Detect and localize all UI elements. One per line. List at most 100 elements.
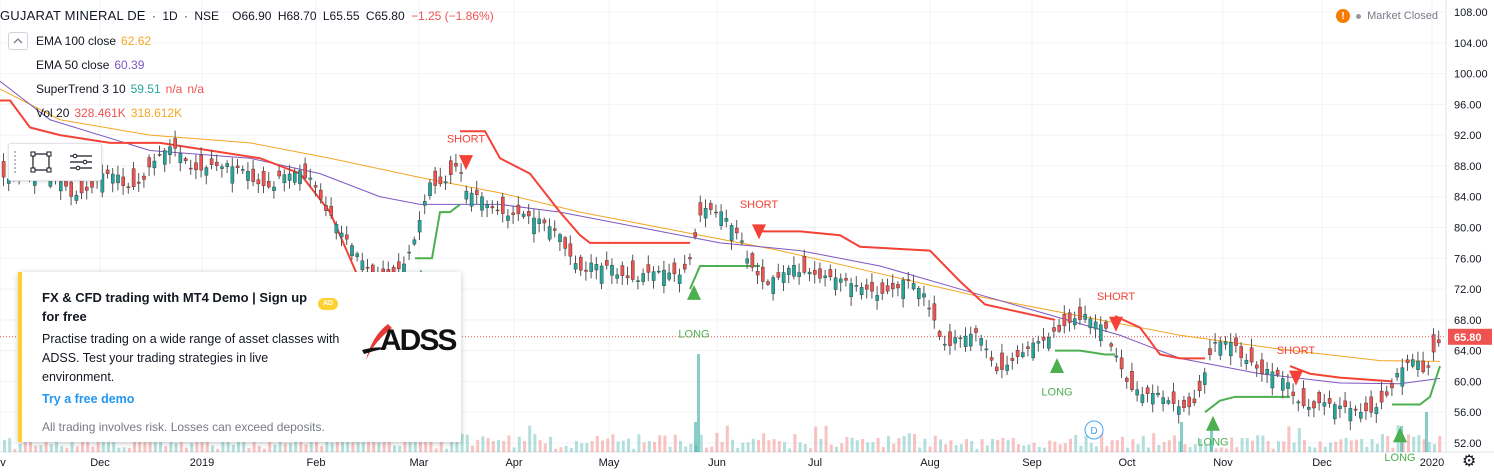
dividend-marker[interactable] bbox=[1084, 420, 1104, 440]
adss-logo[interactable]: ADSS bbox=[358, 320, 457, 364]
candle-body bbox=[714, 211, 718, 214]
volume-bar bbox=[1100, 432, 1104, 452]
candle-body bbox=[162, 150, 167, 165]
rectangle-tool-button[interactable] bbox=[27, 148, 55, 176]
low-value: 65.55 bbox=[329, 9, 360, 23]
volume-bar bbox=[1011, 437, 1015, 452]
candle-body bbox=[828, 269, 833, 278]
candle-body bbox=[646, 264, 651, 273]
timeframe[interactable]: 1D bbox=[162, 9, 178, 23]
volume-bar bbox=[1329, 442, 1332, 452]
last-price-tag bbox=[1448, 328, 1492, 345]
ema50-name: EMA 50 close bbox=[36, 58, 110, 72]
candle-body bbox=[943, 343, 947, 346]
candle-body bbox=[142, 175, 146, 180]
ad-banner[interactable]: FX & CFD trading with MT4 Demo | Sign up… bbox=[18, 272, 461, 442]
long-signal-arrow bbox=[1393, 427, 1407, 443]
drag-handle-icon[interactable] bbox=[13, 150, 17, 174]
volume-bar bbox=[221, 440, 225, 452]
candle-body bbox=[740, 240, 744, 243]
ad-cta-link[interactable]: Try a free demo bbox=[42, 392, 135, 406]
market-status-text: Market Closed bbox=[1367, 10, 1438, 22]
volume-bar bbox=[757, 439, 760, 452]
candle-body bbox=[589, 262, 593, 272]
volume-bar bbox=[819, 438, 823, 452]
candle-body bbox=[1286, 382, 1290, 389]
candle-body bbox=[313, 185, 318, 188]
candle-body bbox=[1400, 367, 1405, 387]
candle-body bbox=[781, 272, 786, 283]
symbol-name[interactable]: GUJARAT MINERAL DE bbox=[0, 8, 146, 23]
volume-bar bbox=[200, 435, 204, 452]
market-status[interactable]: ! Market Closed bbox=[1336, 9, 1438, 23]
candle-body bbox=[823, 275, 827, 278]
rectangle-tool-icon bbox=[30, 151, 52, 173]
ad-title[interactable]: FX & CFD trading with MT4 Demo | Sign up… bbox=[42, 290, 308, 324]
ema50-value: 60.39 bbox=[114, 58, 145, 72]
legend-supertrend[interactable]: SuperTrend 3 10 59.51 n/a n/a bbox=[36, 82, 204, 96]
candle-body bbox=[136, 181, 141, 184]
volume-bar bbox=[517, 436, 521, 452]
volume-bar bbox=[429, 437, 433, 452]
volume-bar bbox=[1282, 441, 1286, 452]
volume-bar bbox=[855, 440, 859, 452]
volume-bar bbox=[205, 437, 209, 452]
volume-bar bbox=[949, 440, 953, 452]
volume-bar bbox=[1318, 441, 1322, 452]
volume-bar bbox=[850, 437, 854, 452]
volume-bar bbox=[751, 438, 755, 452]
volume-bar bbox=[913, 434, 916, 452]
volume-bar bbox=[991, 438, 994, 452]
short-signal-label: SHORT bbox=[1277, 345, 1316, 357]
volume-bar bbox=[892, 443, 896, 452]
volume-bar bbox=[476, 439, 480, 452]
volume-bar bbox=[294, 442, 298, 452]
volume-bar bbox=[465, 434, 469, 452]
candle-body bbox=[605, 260, 609, 266]
volume-bar bbox=[902, 436, 906, 452]
time-axis-label: Dec bbox=[90, 457, 110, 469]
volume-bar bbox=[1058, 444, 1062, 452]
volume-bar bbox=[887, 435, 890, 452]
volume-bar bbox=[491, 441, 495, 452]
volume-bar bbox=[419, 438, 422, 452]
volume-bar bbox=[1053, 441, 1057, 452]
candle-body bbox=[1306, 406, 1311, 410]
candle-body bbox=[532, 217, 536, 235]
volume-bar bbox=[523, 440, 526, 452]
collapse-legend-button[interactable] bbox=[8, 32, 28, 50]
legend-volume[interactable]: Vol 20 328.461K 318.612K bbox=[36, 106, 182, 120]
candle-body bbox=[885, 285, 890, 292]
volume-bar bbox=[393, 445, 396, 452]
legend-ema50[interactable]: EMA 50 close 60.39 bbox=[36, 58, 144, 72]
volume-bar bbox=[257, 445, 261, 452]
warning-icon[interactable]: ! bbox=[1336, 9, 1351, 23]
volume-bar bbox=[299, 434, 303, 452]
candle-body bbox=[937, 331, 942, 337]
supertrend-bull-segment bbox=[415, 203, 461, 260]
candle-body bbox=[594, 263, 599, 271]
volume-bar bbox=[835, 446, 838, 452]
header-separator: · bbox=[184, 9, 189, 23]
candle-body bbox=[1176, 406, 1181, 415]
volume-bar bbox=[179, 433, 183, 452]
volume-bar bbox=[320, 446, 324, 452]
candle-body bbox=[261, 171, 266, 186]
candle-body bbox=[1005, 364, 1009, 371]
candle-body bbox=[298, 170, 302, 185]
line-menu-button[interactable] bbox=[67, 148, 95, 176]
volume-bar bbox=[1180, 422, 1183, 452]
volume-bar bbox=[13, 448, 17, 452]
candle-body bbox=[922, 293, 926, 298]
price-axis-label: 68.00 bbox=[1454, 315, 1482, 327]
supertrend-bear-segment bbox=[1114, 315, 1205, 360]
candle-body bbox=[859, 287, 864, 296]
settings-gear-icon[interactable]: ⚙ bbox=[1462, 453, 1477, 470]
volume-bar bbox=[507, 435, 511, 452]
price-axis-label: 104.00 bbox=[1454, 38, 1488, 50]
volume-bar bbox=[897, 438, 901, 452]
supertrend-bull-segment bbox=[1055, 349, 1115, 356]
legend-ema100[interactable]: EMA 100 close 62.62 bbox=[36, 34, 151, 48]
candle-body bbox=[636, 280, 640, 282]
supertrend-bear-segment bbox=[1289, 365, 1393, 383]
